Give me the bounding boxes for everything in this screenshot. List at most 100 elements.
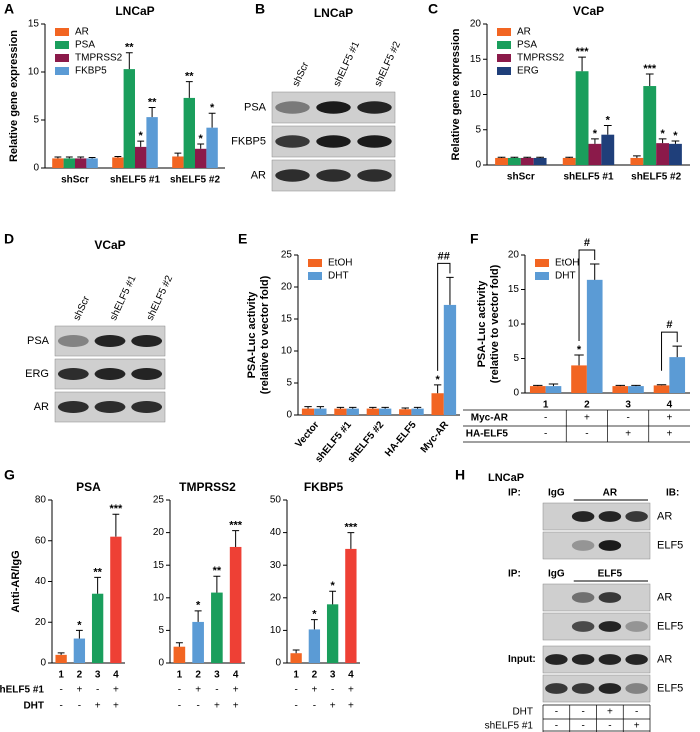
blot-band xyxy=(357,101,392,114)
condition-value: + xyxy=(95,701,101,712)
lane-label: shELF5 #2 xyxy=(145,274,176,323)
bar xyxy=(301,408,315,415)
legend-label: ERG xyxy=(517,66,539,77)
block-label: IP: xyxy=(508,488,521,499)
legend-swatch xyxy=(497,41,511,49)
significance-label: * xyxy=(660,128,665,140)
blot-band xyxy=(94,401,126,413)
blot-band xyxy=(357,135,392,148)
bar xyxy=(229,546,242,663)
bar xyxy=(643,86,657,165)
error-bar xyxy=(381,406,389,409)
blot-band xyxy=(316,135,351,148)
blot-title: LNCaP xyxy=(314,6,353,20)
chart-title: FKBP5 xyxy=(304,480,344,494)
legend-label: PSA xyxy=(75,40,95,51)
y-tick-label: 5 xyxy=(158,625,164,636)
error-bar xyxy=(672,345,682,358)
condition-value: - xyxy=(78,701,81,712)
lane-label: shScr xyxy=(291,60,312,88)
legend-swatch xyxy=(497,67,511,75)
block-label: Input: xyxy=(508,654,536,665)
condition-value: + xyxy=(666,429,672,440)
condition-value: + xyxy=(113,701,119,712)
bar xyxy=(314,408,327,415)
chart-title: VCaP xyxy=(573,4,604,18)
bar xyxy=(443,304,457,415)
legend-label: PSA xyxy=(517,40,537,51)
error-bar xyxy=(591,138,599,144)
x-tick-label: 2 xyxy=(312,670,318,681)
x-tick-label: 1 xyxy=(177,670,183,681)
error-bar xyxy=(65,156,73,159)
bar xyxy=(586,279,603,393)
y-tick-label: 15 xyxy=(281,314,293,325)
blot-band xyxy=(598,621,622,632)
blot-title: VCaP xyxy=(94,238,125,252)
bar xyxy=(366,408,379,415)
row-label: FKBP5 xyxy=(231,135,266,147)
lane-label: ELF5 xyxy=(598,569,623,580)
condition-value: - xyxy=(313,701,316,712)
y-tick-label: 30 xyxy=(270,560,282,571)
bar xyxy=(345,548,357,663)
x-tick-label: 2 xyxy=(77,670,83,681)
y-tick-label: 0 xyxy=(475,160,481,171)
error-bar xyxy=(658,138,667,144)
y-tick-label: 0 xyxy=(33,163,39,174)
error-bar xyxy=(197,143,205,149)
row-label: PSA xyxy=(27,335,50,347)
block-label: IP: xyxy=(508,569,521,580)
significance-label: *** xyxy=(229,520,243,532)
error-bar xyxy=(497,156,506,158)
error-bar xyxy=(185,81,193,98)
bar xyxy=(110,536,122,663)
y-tick-label: 20 xyxy=(270,592,282,603)
y-axis-label: PSA-Luc activity xyxy=(246,291,258,379)
legend-label: DHT xyxy=(328,271,349,282)
blot-band xyxy=(571,621,595,632)
x-tick-label: Myc-AR xyxy=(419,419,452,455)
bar xyxy=(545,386,562,393)
error-bar xyxy=(523,156,532,158)
x-tick-label: 1 xyxy=(293,670,299,681)
y-axis-label: PSA-Luc activity xyxy=(476,280,488,368)
error-bar xyxy=(349,406,357,409)
legend-label: TMPRSS2 xyxy=(75,53,123,64)
bracket xyxy=(578,249,596,342)
blot-band xyxy=(57,368,89,380)
blot-band xyxy=(571,511,595,522)
y-tick-label: 5 xyxy=(286,378,292,389)
blot-band xyxy=(571,540,595,551)
y-tick-label: 20 xyxy=(470,19,482,30)
y-tick-label: 10 xyxy=(270,625,282,636)
y-tick-label: 25 xyxy=(281,250,293,261)
bar xyxy=(173,646,186,663)
condition-value: + xyxy=(311,685,317,696)
bar xyxy=(656,143,670,165)
row-label: AR xyxy=(657,510,672,522)
condition-label: shELF5 #1 xyxy=(0,685,44,696)
condition-value: - xyxy=(626,413,629,424)
condition-value: + xyxy=(666,413,672,424)
blot-band xyxy=(625,511,648,522)
row-label: ERG xyxy=(25,368,49,380)
legend-label: DHT xyxy=(555,271,576,282)
error-bar xyxy=(148,107,156,118)
panel-letter: G xyxy=(4,467,15,483)
bar xyxy=(653,385,670,393)
error-bar xyxy=(533,384,543,387)
chart-title: LNCaP xyxy=(115,4,154,18)
y-tick-label: 15 xyxy=(470,54,482,65)
row-label: ELF5 xyxy=(657,620,683,632)
legend-label: EtOH xyxy=(328,258,352,269)
error-bar xyxy=(536,156,544,158)
y-axis-label: (relative to vector fold) xyxy=(489,264,501,383)
bar xyxy=(146,117,158,168)
lane-label: shELF5 #1 xyxy=(108,274,139,323)
condition-value: + xyxy=(233,685,239,696)
error-bar xyxy=(510,156,519,158)
legend-label: AR xyxy=(75,27,89,38)
bar xyxy=(172,156,184,168)
error-bar xyxy=(175,642,183,647)
